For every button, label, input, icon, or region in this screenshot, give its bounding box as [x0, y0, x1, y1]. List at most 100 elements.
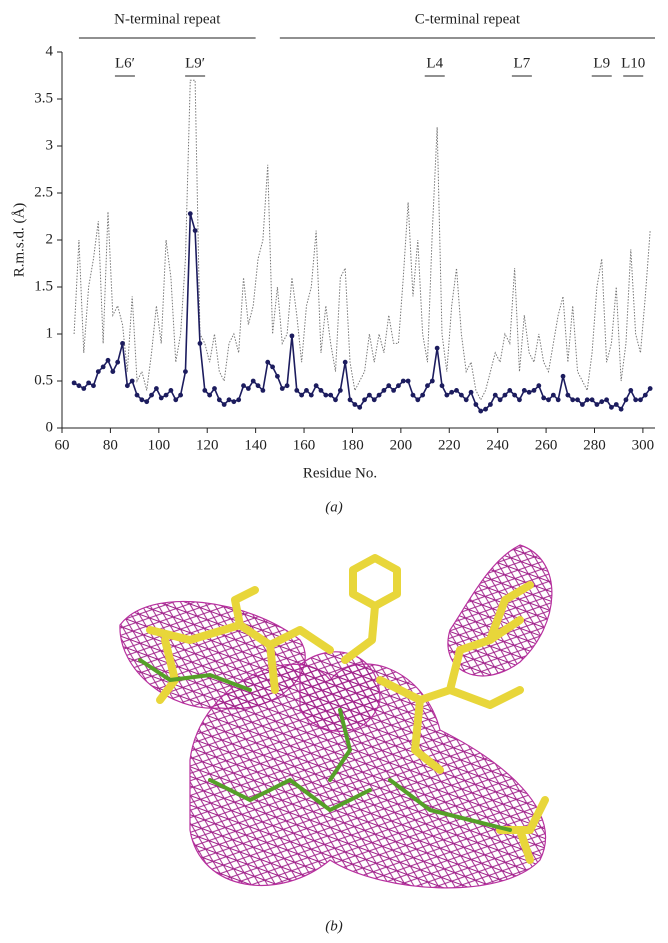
data-point — [503, 393, 508, 398]
data-point — [440, 383, 445, 388]
data-point — [207, 393, 212, 398]
data-point — [619, 407, 624, 412]
data-point — [217, 397, 222, 402]
data-point — [648, 386, 653, 391]
loop-label: L10 — [621, 55, 645, 71]
data-point — [493, 393, 498, 398]
x-tick-label: 180 — [341, 437, 364, 453]
data-point — [280, 386, 285, 391]
data-point — [227, 397, 232, 402]
data-point — [590, 397, 595, 402]
data-point — [173, 397, 178, 402]
data-point — [575, 397, 580, 402]
data-point — [517, 397, 522, 402]
data-point — [338, 388, 343, 393]
region-label: C-terminal repeat — [415, 11, 521, 27]
data-point — [265, 360, 270, 365]
y-tick-label: 3 — [46, 137, 54, 153]
data-point — [125, 383, 130, 388]
data-point — [425, 383, 430, 388]
data-point — [246, 386, 251, 391]
data-point — [401, 379, 406, 384]
data-point — [469, 390, 474, 395]
data-point — [430, 379, 435, 384]
data-point — [86, 380, 91, 385]
loop-label: L4 — [426, 55, 443, 71]
data-point — [241, 383, 246, 388]
data-point — [222, 402, 227, 407]
data-point — [628, 388, 633, 393]
page: Residue No. R.m.s.d. (Å) (a) 00.511.522.… — [0, 0, 668, 943]
data-point — [599, 399, 604, 404]
data-point — [183, 369, 188, 374]
data-point — [193, 228, 198, 233]
data-point — [609, 405, 614, 410]
data-point — [483, 407, 488, 412]
data-point — [367, 393, 372, 398]
data-point — [314, 383, 319, 388]
data-point — [231, 399, 236, 404]
x-tick-label: 240 — [486, 437, 509, 453]
data-point — [101, 365, 106, 370]
data-point — [561, 374, 566, 379]
data-point — [546, 397, 551, 402]
loop-label: L9 — [593, 55, 610, 71]
data-point — [551, 393, 556, 398]
y-tick-label: 2.5 — [34, 184, 53, 200]
data-point — [527, 390, 532, 395]
data-point — [164, 393, 169, 398]
data-point — [260, 388, 265, 393]
loop-label: L6′ — [115, 55, 135, 71]
data-point — [309, 393, 314, 398]
caption: (a) — [325, 499, 343, 515]
data-point — [130, 379, 135, 384]
data-point — [633, 397, 638, 402]
data-point — [188, 211, 193, 216]
x-tick-label: 100 — [148, 437, 171, 453]
data-point — [362, 397, 367, 402]
x-tick-label: 140 — [244, 437, 267, 453]
data-point — [106, 358, 111, 363]
data-point — [377, 393, 382, 398]
data-point — [507, 388, 512, 393]
data-point — [343, 360, 348, 365]
data-point — [236, 397, 241, 402]
y-tick-label: 1 — [46, 325, 54, 341]
data-point — [454, 388, 459, 393]
data-point — [115, 360, 120, 365]
data-point — [478, 409, 483, 414]
data-point — [556, 397, 561, 402]
data-point — [91, 383, 96, 388]
data-point — [198, 341, 203, 346]
data-point — [120, 341, 125, 346]
data-point — [333, 397, 338, 402]
y-tick-label: 0 — [46, 419, 54, 435]
y-tick-label: 1.5 — [34, 278, 53, 294]
loop-label: L9′ — [185, 55, 205, 71]
data-point — [323, 393, 328, 398]
data-point — [159, 396, 164, 401]
data-point — [522, 388, 527, 393]
data-point — [81, 386, 86, 391]
mesh — [120, 545, 552, 888]
x-tick-label: 120 — [196, 437, 219, 453]
data-point — [435, 346, 440, 351]
y-tick-label: 4 — [46, 43, 54, 59]
data-point — [348, 397, 353, 402]
data-point — [319, 388, 324, 393]
data-point — [473, 402, 478, 407]
density-image — [0, 530, 668, 940]
data-point — [464, 397, 469, 402]
data-point — [290, 333, 295, 338]
data-point — [595, 402, 600, 407]
data-point — [498, 397, 503, 402]
caption: (b) — [325, 918, 343, 934]
x-tick-label: 80 — [103, 437, 118, 453]
data-point — [77, 383, 82, 388]
data-point — [411, 393, 416, 398]
chart: Residue No. R.m.s.d. (Å) (a) 00.511.522.… — [0, 0, 668, 525]
data-point — [565, 393, 570, 398]
data-point — [638, 397, 643, 402]
data-point — [391, 388, 396, 393]
data-point — [178, 393, 183, 398]
